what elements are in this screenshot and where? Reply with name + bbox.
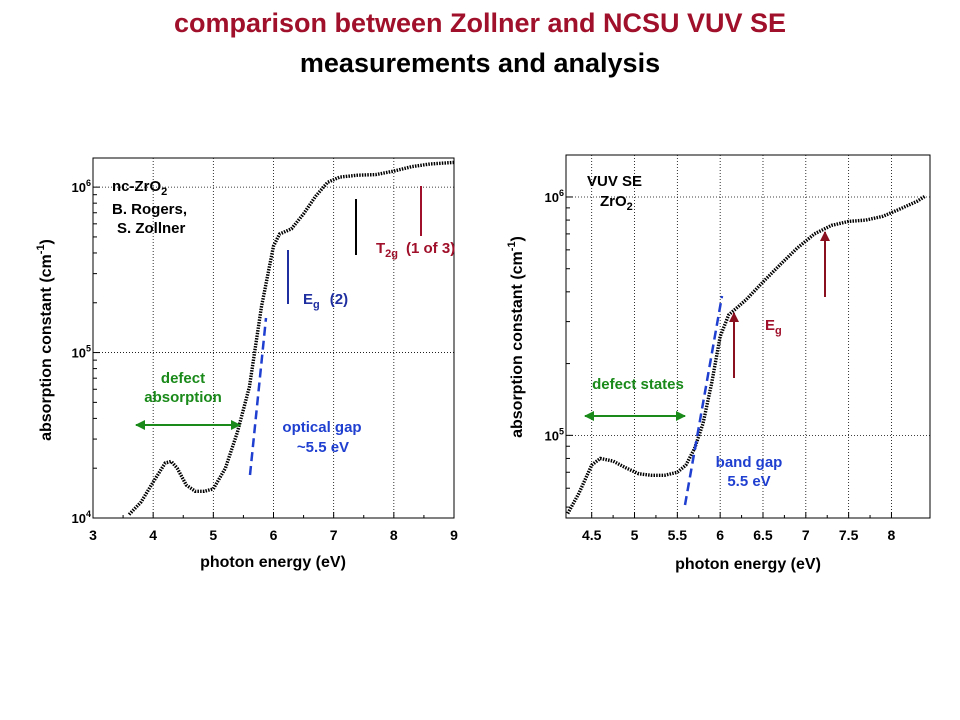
x-tick-label: 5 [209, 527, 217, 543]
left-grid [93, 158, 454, 518]
x-tick-label: 7 [330, 527, 338, 543]
left-author-2: S. Zollner [117, 220, 186, 237]
left-author-1: B. Rogers, [112, 201, 187, 218]
left-y-tick-labels: 104 105 106 [72, 178, 91, 526]
x-tick-label: 8 [888, 527, 896, 543]
left-t2g-label: T2g (1 of 3) [376, 240, 455, 260]
right-chart: 4.5 5 5.5 6 6.5 7 7.5 8 105 106 photon energy (e… [506, 154, 931, 573]
left-gap-dashed-line [248, 317, 268, 476]
left-defect-label-1: defect [161, 370, 205, 387]
y-tick-label: 105 [545, 426, 564, 443]
right-defect-label: defect states [592, 376, 684, 393]
left-x-axis-label: photon energy (eV) [200, 554, 346, 571]
y-tick-label: 106 [545, 188, 564, 205]
x-tick-label: 5 [631, 527, 639, 543]
x-tick-label: 8 [390, 527, 398, 543]
right-x-tick-labels: 4.5 5 5.5 6 6.5 7 7.5 8 [582, 527, 896, 543]
left-x-tick-labels: 3 4 5 6 7 8 9 [89, 527, 458, 543]
right-sample-label-1: VUV SE [587, 173, 642, 190]
slide-title-line-2: measurements and analysis [299, 48, 661, 78]
x-tick-label: 4 [149, 527, 157, 543]
slide-title-line-1: comparison between Zollner and NCSU VUV … [173, 8, 787, 38]
right-ticks [566, 196, 892, 518]
right-gap-label-2: 5.5 eV [727, 473, 770, 490]
left-ticks [92, 186, 455, 519]
right-sample-label-2: ZrO2 [600, 193, 633, 213]
x-tick-label: 9 [450, 527, 458, 543]
y-tick-label: 105 [72, 344, 91, 361]
left-y-axis-label: absorption constant (cm-1) [35, 239, 55, 441]
right-gap-label-1: band gap [716, 454, 783, 471]
x-tick-label: 7.5 [839, 527, 859, 543]
left-chart: 3 4 5 6 7 8 9 104 105 106 photon energy (eV) abs… [35, 157, 458, 571]
left-series-line [127, 160, 455, 516]
right-plot-frame [565, 154, 931, 519]
y-tick-label: 106 [72, 178, 91, 195]
x-tick-label: 4.5 [582, 527, 602, 543]
right-y-tick-labels: 105 106 [545, 188, 564, 443]
x-tick-label: 6.5 [753, 527, 773, 543]
left-gap-label-2: ~5.5 eV [297, 439, 349, 456]
left-eg-label: Eg (2) [303, 291, 348, 311]
x-tick-label: 6 [270, 527, 278, 543]
right-grid [566, 155, 930, 518]
right-gap-dashed-line [683, 295, 724, 506]
right-eg-label: Eg [765, 317, 782, 337]
x-tick-label: 3 [89, 527, 97, 543]
y-tick-label: 104 [72, 509, 91, 526]
right-y-axis-label: absorption constant (cm-1) [506, 236, 526, 438]
left-sample-label: nc-ZrO2 [112, 178, 167, 198]
x-tick-label: 7 [802, 527, 810, 543]
right-x-axis-label: photon energy (eV) [675, 556, 821, 573]
left-defect-label-2: absorption [144, 389, 222, 406]
left-gap-label-1: optical gap [282, 419, 361, 436]
x-tick-label: 6 [716, 527, 724, 543]
x-tick-label: 5.5 [668, 527, 688, 543]
